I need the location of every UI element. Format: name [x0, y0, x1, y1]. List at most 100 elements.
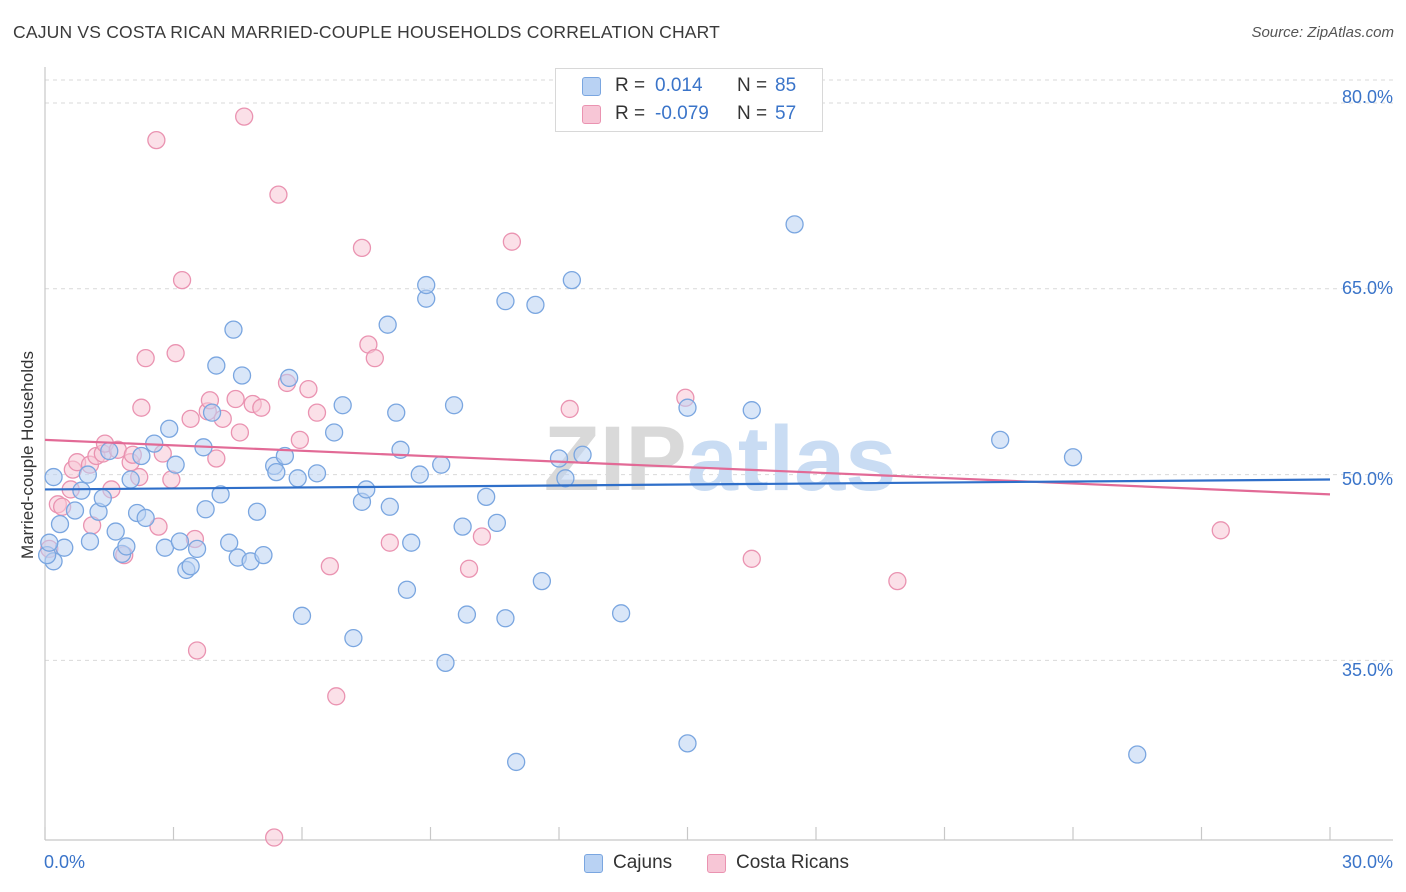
- costa-rican-point: [320, 557, 339, 576]
- x-tick-label-min: 0.0%: [44, 852, 86, 872]
- cajun-point: [254, 545, 273, 565]
- cajun-point: [288, 469, 307, 488]
- cajun-point: [187, 539, 207, 559]
- cajun-point: [93, 488, 112, 508]
- cajun-point: [453, 517, 472, 536]
- costa-rican-point: [172, 270, 192, 290]
- costa-ricans-swatch: [707, 853, 726, 873]
- cajun-point: [526, 295, 545, 315]
- cajun-point: [117, 537, 136, 556]
- cajun-point: [232, 366, 252, 385]
- legend-r-label: R =: [615, 75, 646, 96]
- cajun-point: [496, 292, 515, 311]
- costa-rican-point: [252, 398, 271, 417]
- cajun-point: [397, 580, 417, 599]
- costa-rican-point: [147, 130, 166, 150]
- costa-rican-point: [269, 185, 288, 204]
- bottom-legend-costa-ricans: Costa Ricans: [707, 852, 849, 874]
- costa-rican-point: [136, 348, 155, 368]
- legend-n-label: N =: [737, 103, 768, 124]
- cajun-point: [410, 465, 429, 484]
- cajun-point: [573, 445, 592, 464]
- cajun-point: [170, 532, 190, 551]
- costa-rican-point: [207, 449, 226, 468]
- cajun-point: [556, 469, 575, 488]
- costa-rican-point: [380, 533, 399, 552]
- costa-rican-point: [472, 527, 492, 546]
- legend-row-costa-ricans: R = -0.079 N = 57: [556, 100, 796, 128]
- watermark: ZIPatlas: [544, 408, 897, 510]
- cajun-point: [136, 508, 155, 528]
- costa-rican-point: [132, 398, 151, 417]
- cajun-point: [78, 465, 97, 484]
- cajun-point: [678, 734, 697, 753]
- cajun-point: [532, 571, 552, 591]
- cajuns-trend-line: [44, 478, 1331, 491]
- costa-rican-point: [459, 559, 479, 578]
- costa-rican-point: [1211, 521, 1230, 540]
- cajun-point: [444, 396, 464, 415]
- cajun-point: [785, 215, 804, 234]
- costa-ricans-swatch: [582, 104, 601, 124]
- cajun-point: [562, 270, 581, 290]
- legend-row-cajuns: R = 0.014 N = 85: [556, 72, 796, 100]
- cajun-point: [344, 628, 363, 648]
- legend-label-costa-ricans: Costa Ricans: [736, 852, 849, 873]
- costa-rican-point: [352, 238, 372, 258]
- cajun-point: [487, 513, 507, 533]
- cajun-point: [211, 485, 230, 504]
- legend-r-value: -0.079: [655, 103, 709, 124]
- cajun-point: [742, 401, 761, 420]
- stats-legend: R = 0.014 N = 85 R = -0.079 N = 57: [555, 68, 823, 132]
- cajun-point: [333, 396, 352, 415]
- costa-rican-point: [230, 423, 250, 442]
- legend-r-label: R =: [615, 103, 646, 124]
- cajun-point: [106, 522, 125, 541]
- costa-rican-point: [166, 344, 185, 363]
- cajun-point: [292, 606, 312, 625]
- y-tick-label-80: 80.0%: [1341, 87, 1393, 107]
- cajun-point: [678, 398, 697, 417]
- legend-n-value: 85: [775, 75, 797, 96]
- costa-rican-point: [149, 517, 168, 536]
- cajun-point: [132, 446, 151, 466]
- cajun-point: [402, 533, 421, 552]
- legend-n-value: 57: [775, 103, 797, 124]
- cajun-point: [65, 501, 85, 520]
- cajun-point: [432, 455, 451, 474]
- cajun-point: [457, 605, 477, 624]
- cajun-point: [44, 467, 63, 487]
- cajun-point: [40, 533, 59, 552]
- bottom-legend-cajuns: Cajuns: [584, 852, 672, 874]
- costa-rican-point: [299, 379, 318, 399]
- cajun-point: [121, 470, 140, 489]
- cajuns-swatch: [582, 76, 601, 96]
- costa-rican-point: [888, 571, 907, 591]
- cajun-point: [507, 752, 526, 772]
- legend-r-value: 0.014: [655, 75, 703, 96]
- cajun-point: [324, 423, 344, 442]
- cajun-point: [181, 557, 200, 576]
- cajun-point: [477, 487, 496, 507]
- cajun-point: [224, 320, 243, 339]
- costa-rican-point: [742, 549, 761, 568]
- cajun-point: [80, 532, 100, 551]
- cajun-point: [1063, 448, 1083, 467]
- y-tick-label-35: 35.0%: [1341, 660, 1393, 680]
- x-tick-label-max: 30.0%: [1341, 852, 1393, 872]
- costa-rican-point: [226, 389, 245, 409]
- cajun-point: [196, 500, 215, 519]
- costa-rican-point: [290, 430, 310, 450]
- legend-n-label: N =: [737, 75, 768, 96]
- cajun-point: [220, 533, 239, 552]
- source-label: Source: ZipAtlas.com: [1251, 24, 1394, 41]
- costa-ricans-trend-line: [44, 438, 1331, 496]
- cajun-point: [1128, 745, 1147, 764]
- cajun-point: [378, 315, 397, 334]
- cajun-point: [72, 481, 91, 500]
- cajun-point: [50, 514, 70, 534]
- cajun-point: [496, 609, 515, 628]
- chart-title: CAJUN VS COSTA RICAN MARRIED-COUPLE HOUS…: [13, 22, 721, 42]
- cajun-point: [417, 275, 436, 295]
